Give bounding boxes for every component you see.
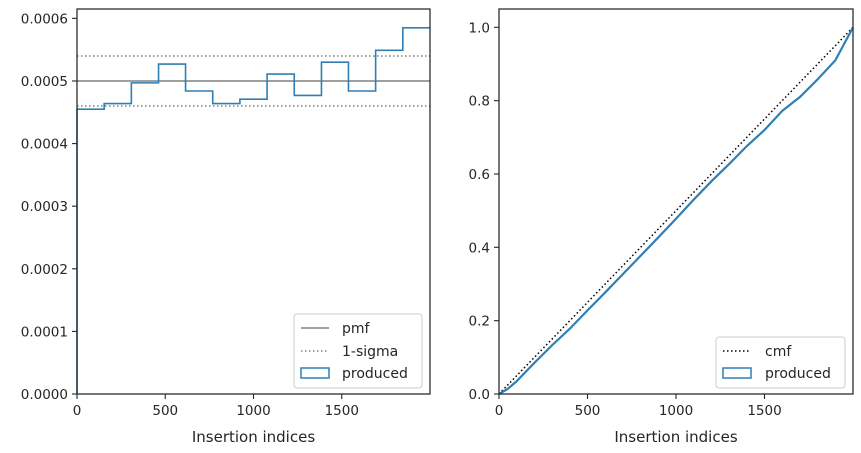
left-y-tick-label: 0.0005 (21, 74, 68, 90)
right-legend: cmf produced (715, 336, 846, 389)
right-x-tick-label: 500 (575, 403, 601, 419)
right-y-tick-label: 0.2 (469, 314, 490, 330)
right-legend-box (715, 336, 846, 389)
left-legend-box (293, 313, 423, 389)
right-y-axis-ticks: 0.0 0.2 0.4 0.6 0.8 1.0 (469, 20, 499, 403)
right-plot-marks (498, 26, 854, 395)
left-x-axis-ticks: 0 500 1000 1500 (73, 394, 359, 419)
left-plot-marks (76, 26, 430, 394)
left-x-axis-label: Insertion indices (192, 428, 315, 446)
left-y-tick-label: 0.0003 (21, 199, 68, 215)
right-x-tick-label: 1000 (659, 403, 693, 419)
left-y-tick-label: 0.0002 (21, 262, 68, 278)
legend-produced-swatch (300, 367, 330, 379)
left-legend: pmf 1-sigma produced (293, 313, 423, 389)
right-x-tick-label: 0 (495, 403, 504, 419)
right-x-axis-ticks: 0 500 1000 1500 (495, 394, 782, 419)
right-y-tick-label: 0.4 (469, 240, 490, 256)
left-series-produced-step (76, 26, 430, 394)
left-y-tick-label: 0.0000 (21, 387, 68, 403)
right-y-tick-label: 0.8 (469, 94, 490, 110)
left-x-tick-label: 1000 (236, 403, 270, 419)
right-series-produced-line (498, 26, 854, 395)
right-y-tick-label: 0.0 (469, 387, 490, 403)
left-x-tick-label: 0 (73, 403, 82, 419)
left-y-tick-label: 0.0001 (21, 324, 68, 340)
legend-produced-label: produced (342, 366, 408, 382)
left-panel-pmf: 0 500 1000 1500 0.00000.00010.00020.00030.0… (21, 8, 431, 446)
left-y-axis-ticks: 0.0000 0.0001 0.0002 0.0003 0.0004 0.0005 0.00… (21, 11, 77, 403)
right-series-cmf-line (498, 26, 854, 395)
left-y-tick-label: 0.0006 (21, 11, 68, 27)
left-y-tick-label: 0.0004 (21, 137, 68, 153)
legend-produced-label: produced (765, 366, 831, 382)
left-x-tick-label: 500 (152, 403, 178, 419)
right-y-tick-label: 0.6 (469, 167, 490, 183)
left-x-tick-label: 1500 (325, 403, 359, 419)
legend-1-sigma-label: 1-sigma (342, 344, 398, 360)
right-x-axis-label: Insertion indices (614, 428, 737, 446)
legend-cmf-label: cmf (765, 344, 792, 360)
right-plot-background (499, 9, 853, 394)
legend-pmf-label: pmf (342, 321, 371, 337)
right-panel-cmf: 0 500 1000 1500 0.0 0.2 0.4 0.6 0.8 1.0 Insertio… (469, 8, 854, 446)
right-x-tick-label: 1500 (747, 403, 781, 419)
legend-produced-swatch (722, 367, 752, 379)
right-y-tick-label: 1.0 (469, 20, 490, 36)
